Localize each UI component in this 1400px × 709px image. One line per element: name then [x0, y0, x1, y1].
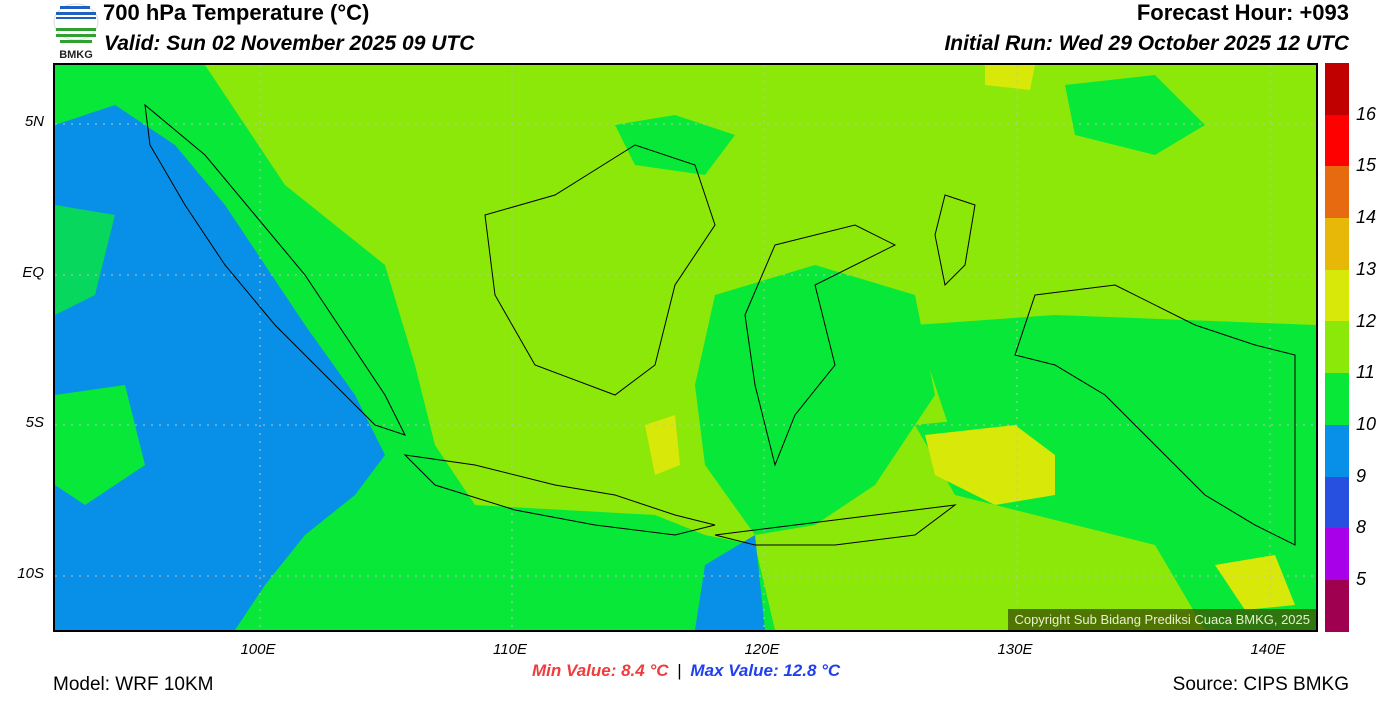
lat-label: EQ: [22, 264, 44, 281]
initial-run: Initial Run: Wed 29 October 2025 12 UTC: [944, 32, 1349, 55]
temperature-field: [55, 65, 1316, 630]
nusa-tenggara-coast: [714, 504, 957, 546]
colorbar-label: 8: [1356, 517, 1367, 538]
borneo-coast: [484, 144, 716, 396]
colorbar-label: 14: [1356, 207, 1377, 228]
sumatra-coast: [144, 103, 406, 436]
lon-label: 100E: [240, 641, 276, 658]
colorbar-segment: [1325, 476, 1349, 529]
lon-label: 120E: [744, 641, 780, 658]
model-label: Model: WRF 10KM: [53, 674, 214, 695]
colorbar-segment: [1325, 373, 1349, 425]
colorbar-segment: [1325, 114, 1349, 167]
lat-label: 5S: [25, 414, 44, 431]
bmkg-logo: BMKG: [52, 2, 100, 61]
valid-time: Valid: Sun 02 November 2025 09 UTC: [104, 32, 475, 55]
colorbar-label: 16: [1356, 103, 1377, 124]
temperature-map: [53, 63, 1318, 632]
colorbar-label: 9: [1356, 465, 1367, 486]
colorbar-label: 11: [1356, 362, 1375, 383]
halmahera-coast: [934, 194, 976, 287]
min-value: Min Value: 8.4 °C: [532, 661, 669, 680]
lon-label: 130E: [997, 641, 1033, 658]
lon-label: 140E: [1250, 641, 1286, 658]
chart-title: 700 hPa Temperature (°C): [103, 0, 370, 25]
colorbar-segment: [1325, 218, 1349, 270]
min-max-values: Min Value: 8.4 °C | Max Value: 12.8 °C: [532, 661, 840, 681]
max-value: Max Value: 12.8 °C: [690, 661, 841, 680]
colorbar-segment: [1325, 269, 1349, 322]
copyright-notice: Copyright Sub Bidang Prediksi Cuaca BMKG…: [1008, 609, 1316, 630]
colorbar-label: 10: [1356, 413, 1377, 434]
papua-coast: [1014, 284, 1296, 546]
sulawesi-coast: [744, 224, 897, 467]
source-label: Source: CIPS BMKG: [1172, 674, 1349, 695]
colorbar-label: 5: [1356, 569, 1367, 589]
colorbar-label: 12: [1356, 310, 1377, 331]
colorbar-segment: [1325, 424, 1349, 477]
colorbar-segment: [1325, 321, 1349, 374]
lat-label: 5N: [24, 113, 44, 130]
lon-label: 110E: [493, 641, 527, 658]
colorbar-label: 15: [1356, 155, 1377, 176]
forecast-hour: Forecast Hour: +093: [1136, 0, 1349, 25]
separator: |: [677, 661, 682, 680]
colorbar: [1325, 63, 1349, 632]
colorbar-segment: [1325, 579, 1349, 632]
colorbar-segment: [1325, 166, 1349, 219]
java-coast: [403, 454, 716, 536]
svg-text:BMKG: BMKG: [59, 49, 93, 60]
colorbar-segment: [1325, 63, 1349, 115]
lat-label: 10S: [17, 565, 44, 582]
colorbar-label: 13: [1356, 258, 1377, 279]
colorbar-segment: [1325, 528, 1349, 580]
